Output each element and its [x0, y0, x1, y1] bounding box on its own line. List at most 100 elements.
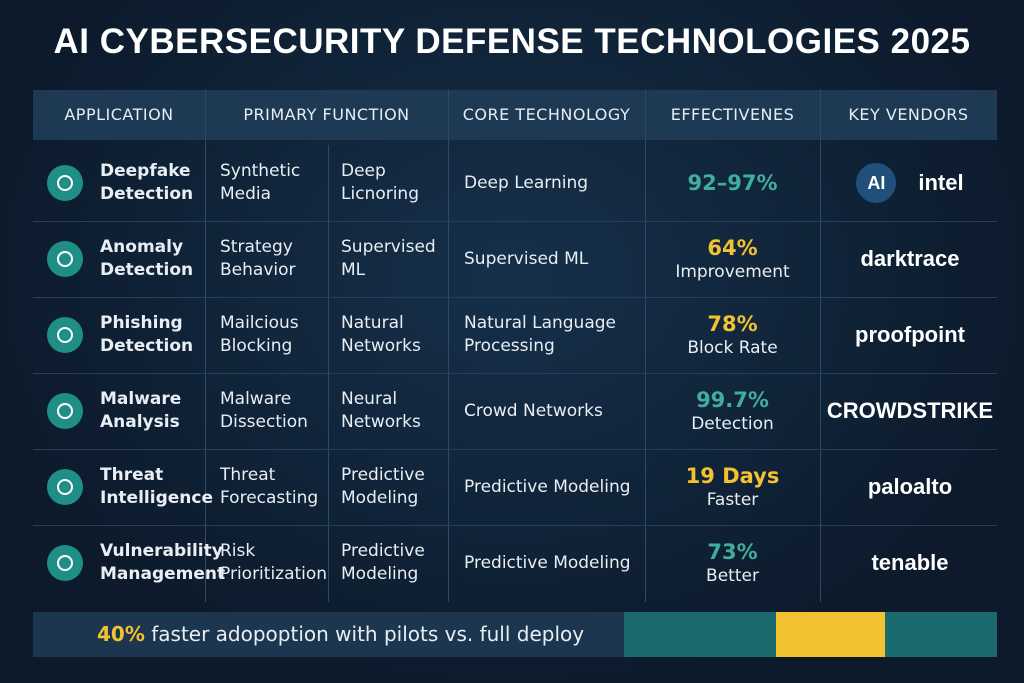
application-text: Management — [100, 564, 226, 584]
application-cell: Phishing Detection — [100, 297, 210, 373]
icon-glyph — [57, 403, 73, 419]
function-text: ML — [341, 260, 366, 280]
function-text: Licnoring — [341, 184, 419, 204]
row-icon — [47, 393, 83, 429]
function-text: Media — [220, 184, 272, 204]
application-text: Anomaly — [100, 237, 184, 257]
core-cell: Supervised ML — [464, 221, 644, 297]
vendor-logo: intel — [918, 170, 964, 195]
function-text: Networks — [341, 336, 421, 356]
core-text: Crowd Networks — [464, 400, 603, 421]
core-cell: Crowd Networks — [464, 373, 644, 449]
metric-value: 92–97% — [687, 171, 778, 195]
title: AI CYBERSECURITY DEFENSE TECHNOLOGIES 20… — [53, 22, 971, 61]
function-cell: Threat Forecasting — [220, 449, 325, 525]
function-text: Threat — [220, 465, 276, 485]
core-text: Natural Language — [464, 313, 617, 333]
function-cell: Predictive Modeling — [341, 525, 446, 601]
function-text: Mailcious — [220, 313, 299, 333]
application-text: Threat — [100, 465, 164, 485]
effectiveness-cell: 64% Improvement — [645, 221, 820, 297]
row-divider — [33, 449, 997, 450]
metric-note: Detection — [691, 413, 774, 434]
effectiveness-cell: 99.7% Detection — [645, 373, 820, 449]
vendor-logo: tenable — [871, 550, 949, 575]
function-cell: Predictive Modeling — [341, 449, 446, 525]
function-cell: Synthetic Media — [220, 145, 325, 221]
row-icon — [47, 317, 83, 353]
function-text: Behavior — [220, 260, 296, 280]
function-text: Neural — [341, 389, 398, 409]
row-divider — [33, 297, 997, 298]
icon-glyph — [57, 327, 73, 343]
application-text: Detection — [100, 184, 194, 204]
metric-note: Block Rate — [687, 337, 778, 358]
function-cell: Supervised ML — [341, 221, 446, 297]
row-divider — [33, 221, 997, 222]
function-cell: Neural Networks — [341, 373, 446, 449]
vendors-cell: tenable — [830, 525, 990, 601]
footer-caption: faster adopoption with pilots vs. full d… — [144, 622, 585, 646]
application-text: Phishing — [100, 313, 183, 333]
function-cell: Natural Networks — [341, 297, 446, 373]
core-text: Supervised ML — [464, 248, 589, 269]
function-text: Malware — [220, 389, 292, 409]
metric-value: 99.7% — [696, 387, 769, 412]
core-text: Processing — [464, 336, 555, 356]
application-text: Malware — [100, 389, 182, 409]
header-cell: PRIMARY FUNCTION — [243, 105, 410, 124]
vendor-logo: proofpoint — [855, 322, 965, 347]
divider — [645, 90, 646, 602]
header-cell: KEY VENDORS — [848, 105, 969, 124]
header-cell: EFFECTIVENES — [670, 105, 795, 124]
row-icon — [47, 241, 83, 277]
application-text: Detection — [100, 336, 194, 356]
effectiveness-cell: 73% Better — [645, 525, 820, 601]
effectiveness-cell: 78% Block Rate — [645, 297, 820, 373]
icon-glyph — [57, 555, 73, 571]
icon-glyph — [57, 251, 73, 267]
divider — [820, 90, 821, 602]
function-text: Modeling — [341, 488, 419, 508]
function-text: Blocking — [220, 336, 293, 356]
vendor-logo: paloalto — [867, 474, 953, 499]
vendor-logo: darktrace — [860, 246, 960, 271]
core-cell: Natural Language Processing — [464, 297, 644, 373]
vendors-cell: AI intel — [830, 145, 990, 221]
row-icon — [47, 545, 83, 581]
row-divider — [33, 525, 997, 526]
footer-text: 40% faster adopoption with pilots vs. fu… — [97, 612, 617, 657]
application-text: Vulnerability — [100, 541, 223, 561]
header-bar — [33, 90, 997, 140]
icon-glyph — [57, 479, 73, 495]
footer-progress-fill — [776, 612, 885, 657]
metric-note: Faster — [706, 489, 759, 510]
row-icon — [47, 165, 83, 201]
function-text: Natural — [341, 313, 404, 333]
function-text: Predictive — [341, 465, 425, 485]
core-text: Predictive Modeling — [464, 552, 631, 573]
vendors-cell: CROWDSTRIKE — [826, 373, 994, 449]
function-text: Networks — [341, 412, 421, 432]
header-cell: CORE TECHNOLOGY — [462, 105, 631, 124]
application-text: Detection — [100, 260, 194, 280]
metric-note: Better — [706, 565, 759, 586]
core-text: Predictive Modeling — [464, 476, 631, 497]
function-text: Deep — [341, 161, 386, 181]
vendor-logo: CROWDSTRIKE — [826, 398, 994, 423]
icon-glyph — [57, 175, 73, 191]
application-cell: Vulnerability Management — [100, 525, 226, 601]
function-cell: Risk Prioritization — [220, 525, 327, 601]
application-cell: Malware Analysis — [100, 373, 210, 449]
application-text: Analysis — [100, 412, 180, 432]
divider — [448, 90, 449, 602]
metric-value: 78% — [707, 311, 758, 336]
function-text: Predictive — [341, 541, 425, 561]
function-text: Strategy — [220, 237, 293, 257]
function-cell: Deep Licnoring — [341, 145, 446, 221]
row-divider — [33, 373, 997, 374]
vendors-cell: proofpoint — [830, 297, 990, 373]
effectiveness-cell: 92–97% — [645, 145, 820, 221]
function-text: Dissection — [220, 412, 308, 432]
